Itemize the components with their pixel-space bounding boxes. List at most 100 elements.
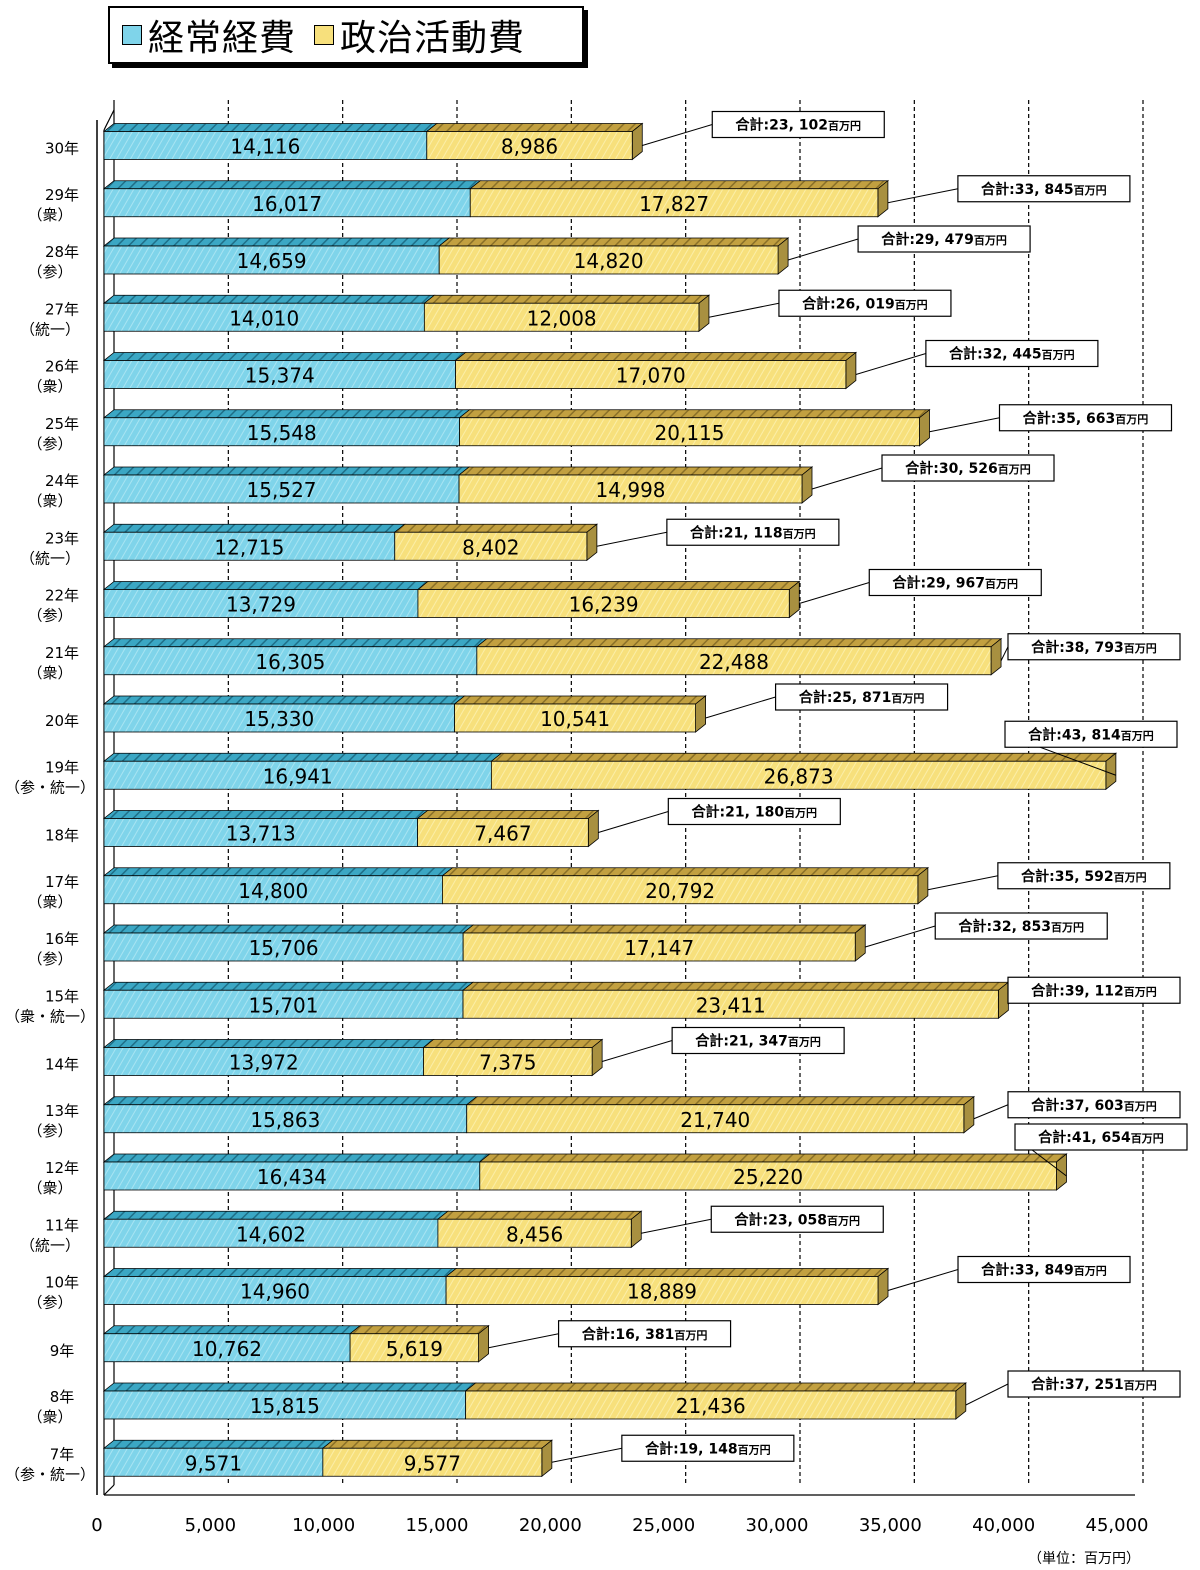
- bar-political: [462, 989, 999, 1019]
- bar-row: 14年 13,972 7,375 合計:21, 347百万円: [45, 1026, 845, 1077]
- total-unit: 百万円: [985, 578, 1018, 591]
- category-label-sub: （参・統一）: [5, 778, 95, 796]
- total-callout-leader: [601, 1040, 673, 1062]
- total-unit: 百万円: [783, 527, 816, 540]
- bar-top-political: [469, 180, 890, 190]
- category-label-year: 29年: [45, 186, 79, 204]
- bar-political: [437, 1218, 632, 1248]
- total-callout-box: [774, 683, 949, 711]
- data-label-political: 7,467: [474, 822, 531, 846]
- bar-regular: [103, 1333, 351, 1363]
- total-unit: 百万円: [1074, 1265, 1107, 1278]
- bar-row: 18年 13,713 7,467 合計:21, 180百万円: [45, 797, 841, 848]
- bar-top-regular: [102, 867, 454, 877]
- bar-top-political: [453, 695, 707, 705]
- category-label-sub: （衆）: [27, 378, 72, 396]
- total-callout-leader: [488, 1333, 559, 1349]
- bar-top-regular: [102, 810, 429, 819]
- category-label-year: 27年: [45, 300, 79, 318]
- data-label-regular: 12,715: [214, 535, 284, 559]
- total-callout-text: 合計:35, 663百万円: [1023, 410, 1149, 427]
- data-label-political: 14,820: [574, 249, 644, 273]
- bar-regular: [103, 760, 492, 790]
- total-value: 合計:21, 347: [695, 1033, 788, 1050]
- bar-top-political: [348, 1325, 490, 1335]
- bar-top-regular: [102, 1096, 478, 1106]
- total-value: 合計:19, 148: [645, 1440, 738, 1457]
- category-label-year: 22年: [45, 587, 79, 605]
- category-label-year: 11年: [45, 1216, 79, 1234]
- bar-top-political: [441, 867, 930, 877]
- data-label-political: 17,827: [639, 192, 709, 216]
- category-label-sub: （参）: [27, 435, 72, 453]
- total-value: 合計:37, 603: [1031, 1097, 1124, 1114]
- total-unit: 百万円: [891, 692, 924, 705]
- total-unit: 百万円: [1124, 1379, 1157, 1392]
- data-label-political: 12,008: [527, 306, 597, 330]
- category-label-year: 25年: [45, 415, 79, 433]
- total-callout-text: 合計:29, 967百万円: [893, 575, 1019, 592]
- bar-top-political: [416, 810, 600, 819]
- bar-regular: [103, 417, 460, 447]
- bar-row: 16年 （参） 15,706 17,147 合計:32, 853百万円: [27, 912, 1108, 968]
- legend: 経常経費 政治活動費: [108, 6, 584, 64]
- total-callout-text: 合計:35, 592百万円: [1021, 868, 1147, 885]
- bar-top-regular: [102, 752, 503, 762]
- bar-political: [490, 760, 1107, 790]
- data-label-regular: 14,010: [229, 306, 299, 330]
- total-callout-leader: [705, 696, 776, 719]
- data-label-regular: 15,548: [247, 421, 317, 445]
- bar-row: 9年 10,762 5,619 合計:16, 381百万円: [50, 1320, 732, 1363]
- data-label-regular: 15,374: [245, 364, 315, 388]
- data-label-regular: 13,713: [226, 822, 296, 846]
- total-callout-box: [957, 1255, 1131, 1284]
- category-label-year: 18年: [45, 827, 79, 845]
- bar-top-political: [464, 1382, 967, 1392]
- total-callout-box: [1007, 1370, 1181, 1398]
- category-label-year: 23年: [45, 529, 79, 547]
- total-unit: 百万円: [1121, 729, 1154, 742]
- bar-top-regular: [102, 1439, 334, 1449]
- total-value: 合計:32, 445: [949, 346, 1042, 363]
- bar-row: 21年 （衆） 16,305 22,488 合計:38, 793百万円: [27, 633, 1181, 682]
- data-label-regular: 16,941: [263, 764, 333, 788]
- total-callout-box: [667, 797, 841, 826]
- total-unit: 百万円: [827, 1214, 860, 1227]
- total-callout-text: 合計:30, 526百万円: [905, 460, 1031, 477]
- category-label-year: 14年: [45, 1056, 79, 1074]
- bar-regular: [103, 1104, 468, 1134]
- data-label-political: 17,070: [616, 364, 686, 388]
- total-callout-text: 合計:43, 814百万円: [1028, 726, 1154, 743]
- data-label-regular: 15,863: [250, 1108, 320, 1132]
- data-label-political: 22,488: [699, 650, 769, 674]
- bar-top-regular: [102, 581, 430, 590]
- bar-row: 10年 （参） 14,960 18,889 合計:33, 849百万円: [27, 1255, 1131, 1312]
- total-callout-text: 合計:37, 251百万円: [1031, 1376, 1157, 1393]
- bar-political: [466, 1104, 965, 1134]
- bar-top-political: [490, 752, 1118, 762]
- bar-row: 12年 （衆） 16,434 25,220 合計:41, 654百万円: [27, 1123, 1188, 1197]
- data-label-political: 17,147: [624, 936, 694, 960]
- total-callout-box: [671, 1026, 845, 1055]
- category-label-sub: （衆）: [27, 1408, 72, 1426]
- bar-regular: [103, 989, 464, 1019]
- x-tick-label: 20,000: [519, 1515, 582, 1536]
- data-label-political: 16,239: [569, 593, 639, 617]
- x-tick-label: 35,000: [859, 1515, 922, 1536]
- category-label-sub: （衆）: [27, 893, 72, 911]
- category-label-sub: （衆）: [27, 206, 72, 224]
- data-label-political: 8,986: [501, 135, 558, 159]
- x-tick-label: 30,000: [746, 1515, 809, 1536]
- bar-regular: [103, 703, 455, 733]
- data-label-regular: 15,815: [250, 1394, 320, 1418]
- total-value: 合計:23, 058: [735, 1211, 828, 1228]
- data-label-regular: 14,960: [240, 1280, 310, 1304]
- total-callout-text: 合計:23, 102百万円: [736, 117, 862, 134]
- bar-top-regular: [102, 695, 466, 705]
- category-label-sub: （参）: [27, 950, 72, 968]
- total-unit: 百万円: [998, 463, 1031, 476]
- category-label-sub: （参）: [27, 607, 72, 625]
- total-callout-box: [857, 225, 1031, 253]
- bar-political: [426, 131, 633, 160]
- total-unit: 百万円: [1124, 1100, 1157, 1113]
